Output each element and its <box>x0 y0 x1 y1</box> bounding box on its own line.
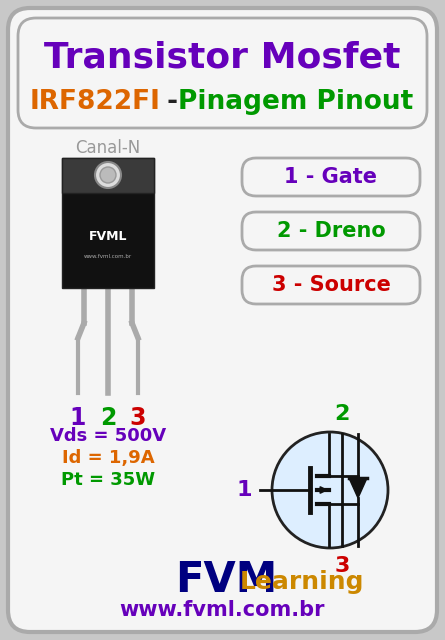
Text: -: - <box>158 89 187 115</box>
Text: 1: 1 <box>236 480 252 500</box>
Text: 3: 3 <box>334 556 350 576</box>
Circle shape <box>100 167 116 183</box>
Text: 1 - Gate: 1 - Gate <box>284 167 377 187</box>
Text: Id = 1,9A: Id = 1,9A <box>62 449 154 467</box>
Text: Canal-N: Canal-N <box>75 139 141 157</box>
FancyBboxPatch shape <box>242 158 420 196</box>
Text: 3 - Source: 3 - Source <box>271 275 390 295</box>
Text: FVML: FVML <box>89 230 127 243</box>
Text: Transistor Mosfet: Transistor Mosfet <box>44 41 400 75</box>
FancyBboxPatch shape <box>242 266 420 304</box>
Text: FVM: FVM <box>175 559 277 601</box>
Text: Vds = 500V: Vds = 500V <box>50 427 166 445</box>
Text: Learning: Learning <box>240 570 364 594</box>
Text: 3: 3 <box>130 406 146 430</box>
Bar <box>62 158 154 288</box>
Text: Pt = 35W: Pt = 35W <box>61 471 155 489</box>
Text: www.fvml.com.br: www.fvml.com.br <box>84 253 132 259</box>
Text: 1: 1 <box>70 406 86 430</box>
FancyBboxPatch shape <box>8 8 437 632</box>
Text: 2: 2 <box>100 406 116 430</box>
Circle shape <box>272 432 388 548</box>
Text: 2: 2 <box>334 404 350 424</box>
Text: 2 - Dreno: 2 - Dreno <box>277 221 385 241</box>
FancyBboxPatch shape <box>242 212 420 250</box>
Text: Pinagem Pinout: Pinagem Pinout <box>178 89 413 115</box>
FancyBboxPatch shape <box>18 18 427 128</box>
Circle shape <box>95 162 121 188</box>
Polygon shape <box>349 478 367 498</box>
Text: www.fvml.com.br: www.fvml.com.br <box>119 600 325 620</box>
Bar <box>62 158 154 193</box>
Text: IRF822FI: IRF822FI <box>30 89 161 115</box>
